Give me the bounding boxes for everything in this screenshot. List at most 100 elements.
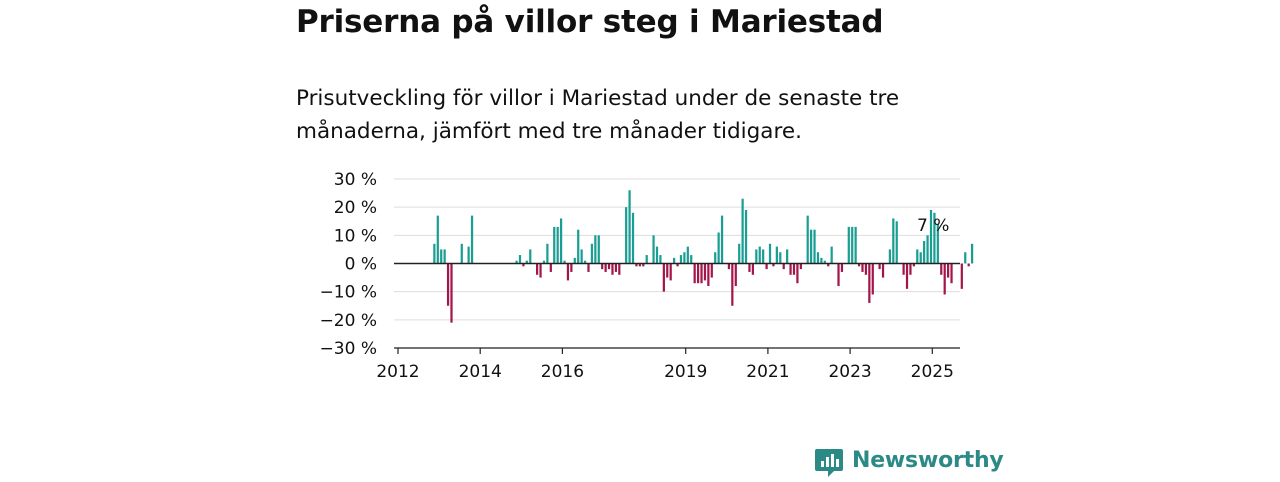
bar (741, 198, 744, 264)
bar (611, 263, 614, 275)
bar (566, 263, 570, 281)
bar (642, 263, 645, 267)
bar (714, 252, 717, 264)
bar (827, 263, 830, 267)
bar (738, 243, 741, 264)
bar (720, 215, 724, 264)
bar (679, 255, 683, 264)
bar (587, 263, 590, 272)
bar (460, 243, 463, 264)
bar (923, 240, 926, 264)
x-tick-label: 2021 (746, 362, 789, 382)
bar (696, 263, 700, 284)
bar (604, 263, 607, 272)
bar (628, 190, 631, 264)
bar (573, 257, 576, 264)
x-tick-label: 2014 (459, 362, 502, 382)
bar (440, 249, 443, 264)
bar (919, 252, 922, 264)
bar (542, 260, 546, 264)
bar (792, 263, 796, 275)
bar (707, 263, 710, 287)
x-axis: 2012 2014 2016 2019 2021 2023 2025 (376, 262, 960, 382)
bar (830, 246, 833, 264)
brand-name: Newsworthy (852, 448, 1004, 473)
bar (563, 260, 566, 264)
bar (936, 224, 939, 264)
bar (947, 263, 950, 278)
last-value-label: 7 % (917, 216, 949, 236)
bar (693, 263, 696, 284)
y-tick-label: −10 % (320, 283, 377, 303)
bar (673, 257, 676, 264)
bar (912, 263, 915, 267)
bar (847, 226, 850, 264)
y-tick-label: 30 % (334, 170, 377, 190)
newsworthy-icon (815, 449, 843, 477)
bar (676, 263, 679, 267)
x-tick-label: 2012 (376, 362, 419, 382)
bar (559, 218, 563, 264)
bar (645, 255, 648, 264)
bar (690, 255, 693, 264)
bar (570, 263, 573, 272)
bar (881, 263, 885, 278)
bar (960, 263, 963, 289)
bar (518, 255, 522, 264)
bar (772, 263, 775, 267)
bar (768, 243, 772, 264)
bar (525, 260, 528, 264)
bar (549, 263, 552, 272)
bar (703, 263, 707, 281)
bar (820, 257, 823, 264)
bar (744, 209, 748, 264)
bar (916, 249, 919, 264)
bar (926, 235, 929, 264)
bar-chart: 30 %20 %10 %0 %−10 %−20 %−30 % 2012 2014 2… (320, 170, 974, 382)
bar (909, 263, 912, 275)
bar (840, 263, 844, 272)
bar (813, 229, 816, 264)
bar (594, 235, 597, 264)
bar (892, 218, 895, 264)
bar (857, 263, 861, 267)
bar (590, 243, 594, 264)
bar (583, 260, 587, 264)
x-tick-label: 2025 (911, 362, 954, 382)
bar (967, 263, 970, 267)
bar (601, 263, 604, 270)
bar (652, 235, 655, 264)
bar (450, 263, 453, 323)
bar (536, 263, 539, 275)
bar (553, 226, 556, 264)
bar (635, 263, 638, 267)
bar (837, 263, 840, 287)
bar (755, 249, 758, 264)
bar (522, 263, 525, 267)
bar (539, 263, 542, 278)
bar (710, 263, 713, 278)
bar (662, 263, 665, 292)
bar (943, 263, 946, 295)
bar (748, 263, 751, 272)
bar (614, 263, 617, 272)
x-tick-label: 2019 (664, 362, 707, 382)
bar (669, 263, 672, 281)
bar (607, 263, 611, 270)
bar (731, 263, 734, 306)
bar (659, 255, 662, 264)
bar (597, 235, 600, 264)
bar (940, 263, 943, 275)
bar (905, 263, 909, 289)
bar (789, 263, 792, 275)
brand-logo: Newsworthy (815, 446, 1004, 478)
bar (717, 232, 720, 264)
bar (751, 263, 754, 275)
bar (470, 215, 474, 264)
bar (686, 246, 689, 264)
x-tick-label: 2016 (541, 362, 584, 382)
bar (810, 229, 813, 264)
bar (779, 252, 782, 264)
bar (861, 263, 864, 272)
bar (443, 249, 446, 264)
